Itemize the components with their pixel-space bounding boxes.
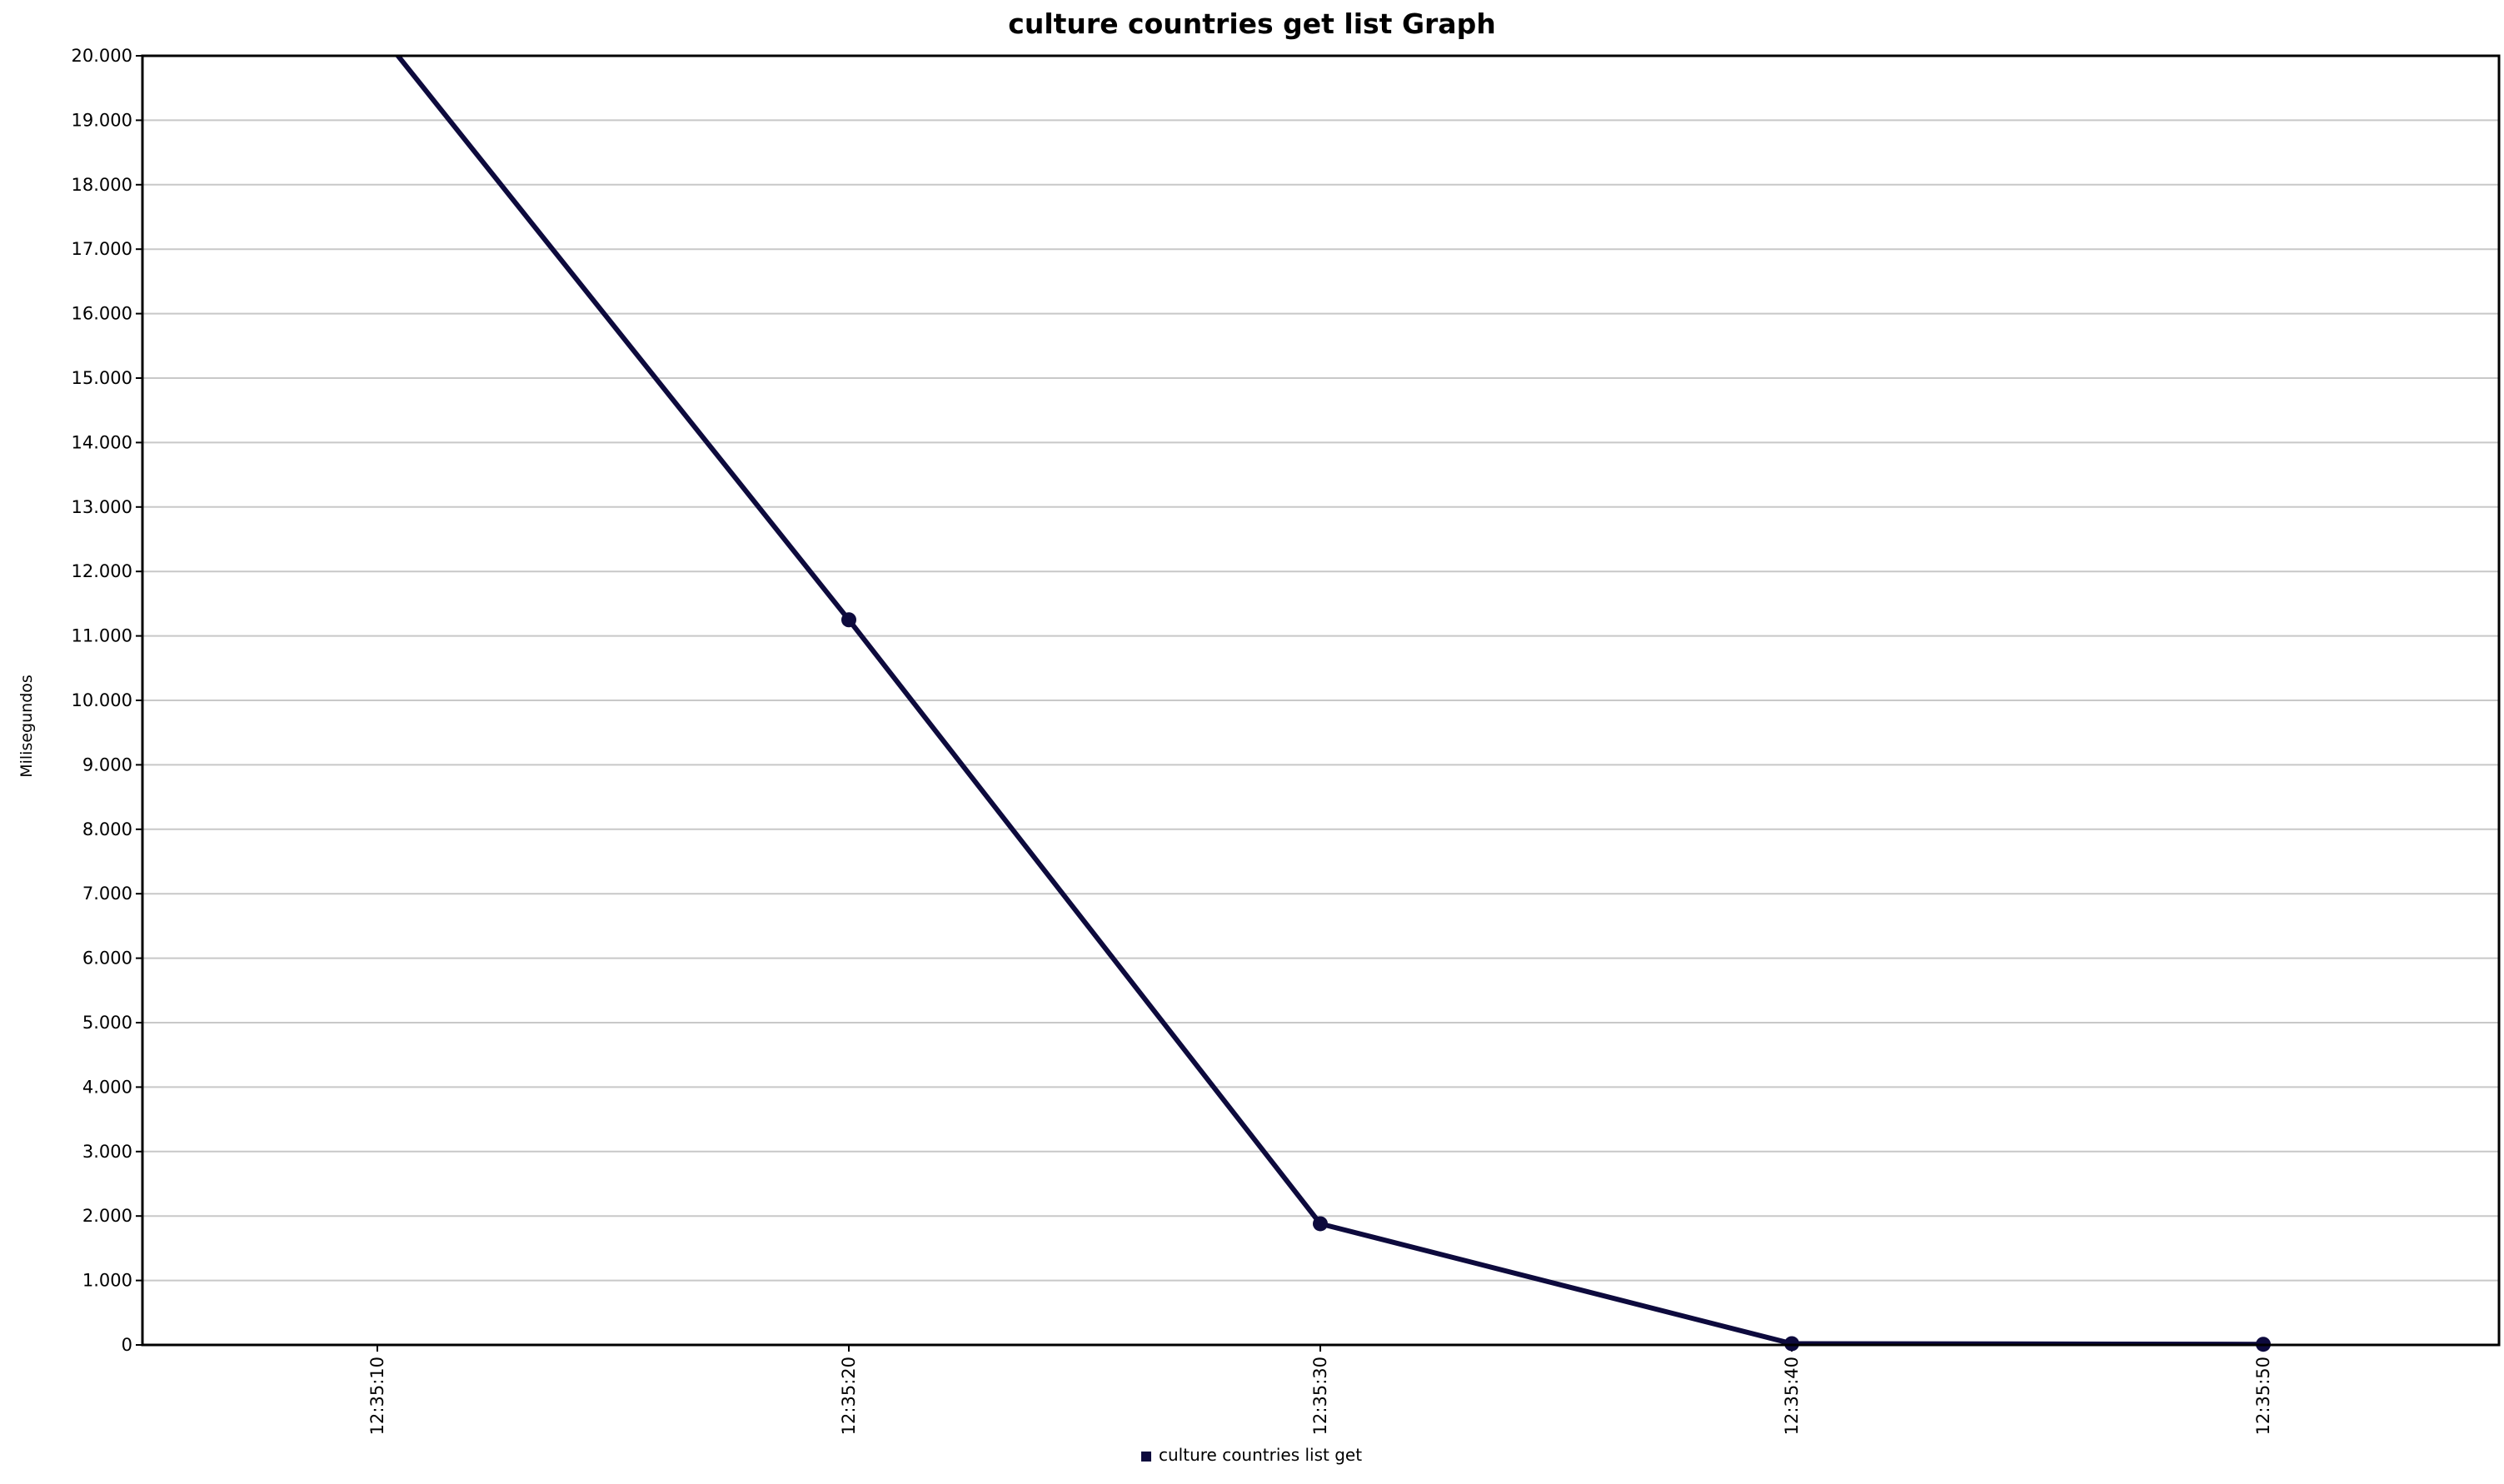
y-tick-label: 3.000 [82, 1142, 132, 1162]
data-point [1784, 1336, 1799, 1352]
y-tick-label: 1.000 [82, 1271, 132, 1291]
legend-swatch [1141, 1452, 1151, 1462]
y-axis-label: Milisegundos [17, 675, 36, 778]
x-axis-ticks: 12:35:10 12:35:20 12:35:30 12:35:40 12:35:50 [367, 1345, 2273, 1435]
y-tick-label: 4.000 [82, 1077, 132, 1097]
x-tick-label: 12:35:40 [1782, 1357, 1802, 1435]
y-tick-label: 16.000 [72, 304, 132, 324]
y-tick-label: 13.000 [72, 497, 132, 517]
y-tick-label: 5.000 [82, 1013, 132, 1033]
y-tick-label: 9.000 [82, 754, 132, 774]
legend: culture countries list get [1141, 1445, 1362, 1465]
data-point [1313, 1216, 1328, 1232]
x-tick-label: 12:35:10 [367, 1357, 387, 1435]
y-tick-label: 6.000 [82, 949, 132, 969]
plot-frame [141, 54, 2501, 1347]
y-tick-label: 0 [122, 1335, 132, 1355]
x-tick-label: 12:35:30 [1310, 1357, 1330, 1435]
series-group [394, 56, 2271, 1352]
y-tick-label: 19.000 [72, 110, 132, 130]
y-tick-label: 12.000 [72, 561, 132, 581]
grid-lines [142, 119, 2499, 1282]
y-tick-label: 8.000 [82, 819, 132, 839]
x-tick-label: 12:35:50 [2253, 1357, 2273, 1435]
y-tick-label: 11.000 [72, 626, 132, 646]
legend-label: culture countries list get [1159, 1445, 1362, 1465]
chart-title: culture countries get list Graph [1008, 7, 1495, 40]
y-tick-label: 10.000 [72, 690, 132, 710]
x-tick-label: 12:35:20 [839, 1357, 859, 1435]
y-axis-ticks: 0 1.000 2.000 3.000 4.000 5.000 6.000 7.000 8.00… [72, 46, 142, 1355]
y-tick-label: 7.000 [82, 884, 132, 904]
y-tick-label: 18.000 [72, 175, 132, 195]
series-line [394, 56, 2264, 1345]
y-tick-label: 2.000 [82, 1206, 132, 1226]
y-tick-label: 15.000 [72, 368, 132, 388]
y-tick-label: 20.000 [72, 46, 132, 66]
data-point [841, 612, 856, 628]
y-tick-label: 14.000 [72, 432, 132, 452]
y-tick-label: 17.000 [72, 239, 132, 259]
